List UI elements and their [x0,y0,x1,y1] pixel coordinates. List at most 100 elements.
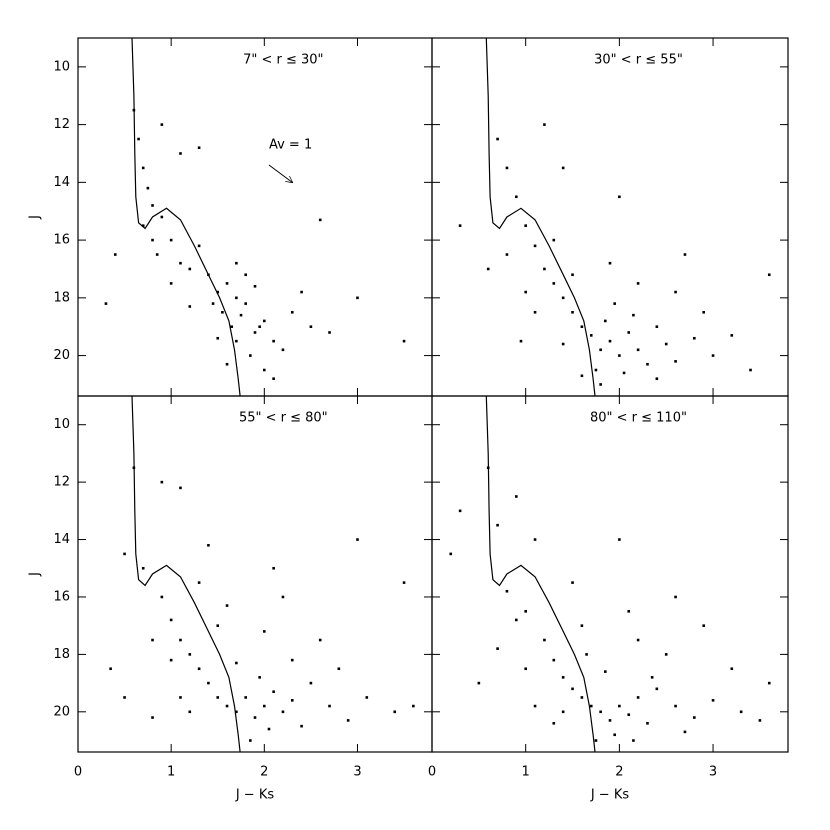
y-tick-label: 14 [53,532,70,547]
star-point [263,319,266,323]
star-point [524,610,527,613]
star-point [580,325,584,329]
star-point [543,638,546,642]
star-point [151,238,154,242]
star-point [477,681,481,685]
star-point [272,690,275,694]
star-point [211,302,215,305]
star-point [179,696,182,699]
star-point [272,566,275,570]
panel-frame [77,395,433,753]
star-point [281,595,285,599]
star-point [188,305,192,308]
star-point [290,310,294,314]
y-tick-label: 20 [53,348,70,363]
star-point [197,146,201,150]
x-tick-label: 3 [353,765,361,780]
star-point [571,581,574,584]
star-point [412,704,415,708]
star-point [188,653,192,656]
star-point [188,710,192,714]
star-point [552,282,556,285]
x-tick-label: 0 [74,765,82,780]
star-point [496,523,499,527]
star-point [235,261,238,265]
star-point [263,630,266,633]
star-point [561,676,565,679]
star-point [300,290,303,294]
y-tick-label: 10 [53,417,70,432]
star-point [533,704,537,708]
star-point [179,261,182,265]
star-point [594,739,598,742]
star-point [281,710,285,714]
star-point [113,253,117,256]
star-point [636,348,640,352]
star-point [622,371,626,375]
isochrone [485,38,596,396]
star-point [123,552,126,556]
star-point [693,336,696,340]
star-point [608,339,612,343]
star-point [674,360,677,363]
star-point [393,710,397,714]
star-point [604,319,607,323]
star-point [169,282,173,285]
panel-frame [77,37,433,397]
star-point [758,719,762,722]
star-point [458,509,462,513]
star-point [496,137,499,141]
star-point [594,368,598,372]
star-point [188,267,192,271]
star-point [580,374,584,378]
star-point [216,336,220,340]
star-point [137,137,140,141]
star-point [225,362,229,366]
star-point [253,716,257,719]
star-point [636,696,640,699]
star-point [561,296,565,300]
x-tick-label: 1 [522,765,530,780]
star-point [524,667,527,671]
star-point [515,618,518,622]
y-tick-label: 18 [53,290,70,305]
star-point [272,339,275,343]
star-point [155,253,159,256]
star-point [290,699,294,702]
star-point [328,331,331,334]
star-point [179,638,182,642]
star-point [702,624,705,627]
star-point [767,273,771,277]
star-point [486,267,490,271]
star-point [664,342,668,346]
star-point [221,310,224,314]
star-point [646,362,649,366]
star-point [524,224,527,227]
star-point [599,383,602,386]
star-point [169,238,173,242]
star-point [272,377,275,380]
star-point [179,152,182,155]
star-point [249,739,252,742]
x-tick-label: 2 [615,765,623,780]
star-point [589,704,593,708]
star-point [300,724,303,728]
y-tick-label: 10 [53,59,70,74]
star-point [230,325,234,329]
star-point [235,710,238,714]
star-point [674,290,677,294]
star-point [309,325,313,329]
star-point [561,166,565,170]
star-point [458,224,462,227]
reddening-arrow [268,164,292,182]
star-point [683,730,687,734]
star-point [402,339,406,343]
star-point [356,538,359,541]
star-point [216,696,220,699]
star-point [356,296,359,300]
star-point [589,334,593,337]
star-point [151,204,154,207]
star-point [683,253,687,256]
star-point [318,638,322,642]
